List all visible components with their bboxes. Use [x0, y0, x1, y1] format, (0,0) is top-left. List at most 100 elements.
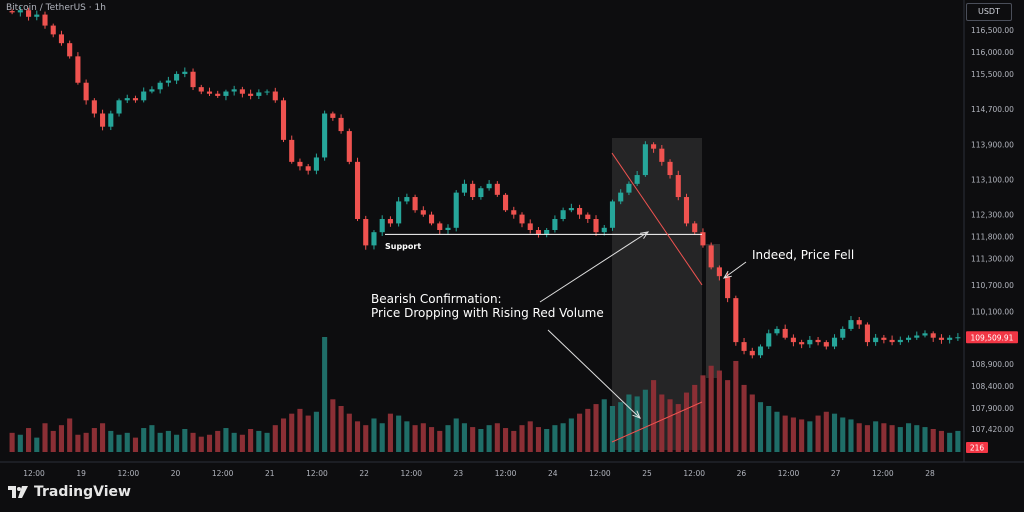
candle-body [560, 210, 566, 220]
candle-body [396, 201, 402, 224]
candle-body [50, 25, 56, 35]
y-tick-label: 116,500.00 [971, 26, 1014, 35]
volume-bar [297, 408, 303, 452]
candle-body [437, 223, 443, 230]
candle-body [519, 214, 525, 224]
volume-bar [338, 406, 344, 452]
volume-bar [363, 425, 369, 452]
candle-body [231, 89, 237, 92]
volume-bar [108, 430, 114, 452]
arrow-to-volume [547, 329, 641, 419]
candle-body [642, 144, 648, 176]
candle-body [157, 82, 163, 90]
candle-body [922, 333, 928, 336]
x-tick-label: 25 [642, 469, 652, 478]
candle-body [58, 34, 65, 44]
volume-bar [190, 432, 196, 452]
volume-bar [453, 418, 459, 452]
volume-bar [675, 404, 681, 452]
volume-bar [231, 432, 237, 452]
candle-body [412, 197, 418, 211]
candle-body [634, 175, 640, 184]
candle-body [593, 219, 599, 233]
candle-body [420, 210, 426, 215]
candle-body [330, 113, 336, 118]
volume-bar [823, 411, 829, 452]
volume-bar [897, 427, 903, 452]
candle-body [182, 71, 188, 74]
volume-bar [725, 380, 731, 452]
volume-bar [667, 399, 673, 452]
candle-body [774, 328, 780, 334]
candle-body [659, 148, 665, 162]
volume-bar [470, 427, 476, 452]
volume-group [9, 337, 961, 452]
volume-bar [404, 421, 410, 452]
candle-body [280, 100, 287, 140]
volume-bar [461, 423, 467, 452]
x-tick-label: 12:00 [495, 469, 517, 478]
volume-bar [91, 428, 97, 452]
volume-bar [749, 394, 755, 452]
volume-bar [272, 425, 278, 452]
currency-selector[interactable]: USDT [966, 3, 1012, 21]
candle-body [938, 337, 944, 340]
candle-body [75, 56, 81, 83]
candle-body [91, 100, 97, 114]
volume-bar [280, 418, 287, 452]
volume-bar [799, 419, 805, 452]
price-fell-highlight-zone [706, 244, 720, 378]
last-price-label: 109,509.91 [971, 333, 1014, 342]
volume-bar [807, 421, 813, 452]
volume-bar [182, 429, 188, 452]
candle-body [864, 324, 870, 343]
y-tick-label: 113,900.00 [971, 140, 1014, 149]
volume-bar [157, 432, 163, 452]
candle-body [190, 71, 196, 88]
candle-body [404, 197, 410, 202]
volume-bar [83, 432, 89, 452]
candle-body [601, 227, 607, 233]
tradingview-logo-icon [8, 486, 28, 498]
candle-body [733, 298, 739, 343]
candle-body [17, 10, 23, 13]
candle-body [272, 91, 278, 101]
volume-bar [17, 434, 23, 452]
volume-bar [593, 404, 599, 452]
brand-name: TradingView [34, 484, 131, 500]
volume-bar [248, 429, 254, 452]
candle-body [618, 192, 624, 202]
arrow-to-support-head [640, 231, 650, 239]
volume-bar [683, 392, 690, 452]
volume-bar [601, 399, 607, 452]
volume-bar [256, 430, 262, 452]
volume-bar [9, 432, 15, 452]
candle-body [305, 166, 311, 171]
candle-body [363, 219, 369, 246]
volume-bar [206, 434, 213, 452]
last-price-tag [966, 331, 1018, 344]
price-trend-line [611, 152, 703, 286]
candle-body [445, 227, 451, 230]
volume-bar [58, 425, 65, 452]
candle-body [198, 87, 204, 92]
candle-body [527, 223, 533, 230]
volume-bar [659, 394, 665, 452]
brand: TradingView [8, 484, 131, 500]
x-tick-label: 28 [925, 469, 935, 478]
x-tick-label: 12:00 [589, 469, 611, 478]
symbol-title[interactable]: Bitcoin / TetherUS · 1h [6, 3, 106, 13]
x-tick-label: 20 [171, 469, 181, 478]
x-tick-label: 19 [76, 469, 86, 478]
candle-body [503, 194, 509, 211]
volume-bar [486, 425, 492, 452]
volume-bar [733, 360, 739, 452]
candle-body [478, 188, 484, 198]
x-tick-label: 24 [548, 469, 558, 478]
candle-body [42, 14, 48, 26]
candle-body [757, 346, 764, 356]
x-tick-label: 12:00 [872, 469, 894, 478]
candle-body [840, 328, 846, 338]
volume-bar [141, 428, 147, 452]
